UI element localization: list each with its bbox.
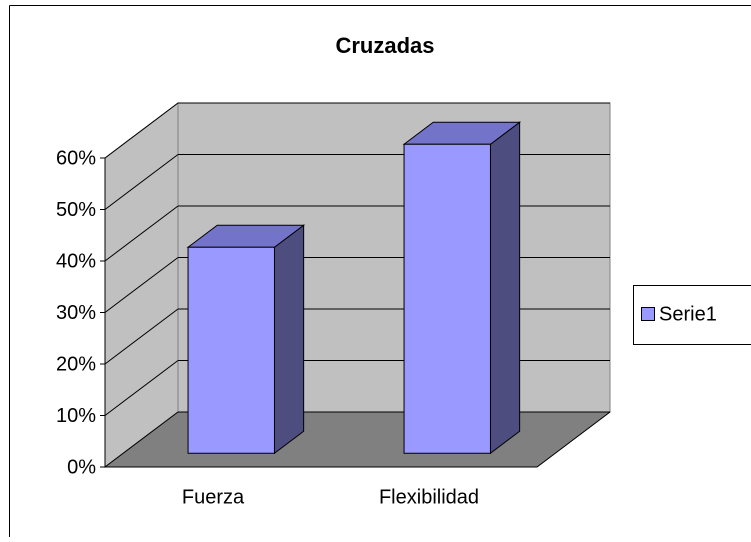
y-tick-label: 40% bbox=[56, 250, 96, 272]
y-tick-label: 10% bbox=[56, 405, 96, 427]
y-tick-label: 50% bbox=[56, 199, 96, 221]
bar bbox=[188, 247, 274, 453]
x-tick-label: Flexibilidad bbox=[379, 486, 479, 508]
floor bbox=[105, 412, 610, 467]
legend-label: Serie1 bbox=[659, 303, 717, 325]
bar-side bbox=[274, 225, 303, 453]
bar bbox=[404, 144, 490, 453]
bar-side bbox=[490, 122, 519, 453]
y-tick-label: 60% bbox=[56, 147, 96, 169]
x-tick-label: Fuerza bbox=[182, 486, 245, 508]
legend-swatch bbox=[642, 308, 655, 321]
chart-title: Cruzadas bbox=[335, 33, 434, 58]
y-tick-label: 30% bbox=[56, 302, 96, 324]
y-tick-label: 0% bbox=[67, 456, 96, 478]
y-tick-label: 20% bbox=[56, 353, 96, 375]
